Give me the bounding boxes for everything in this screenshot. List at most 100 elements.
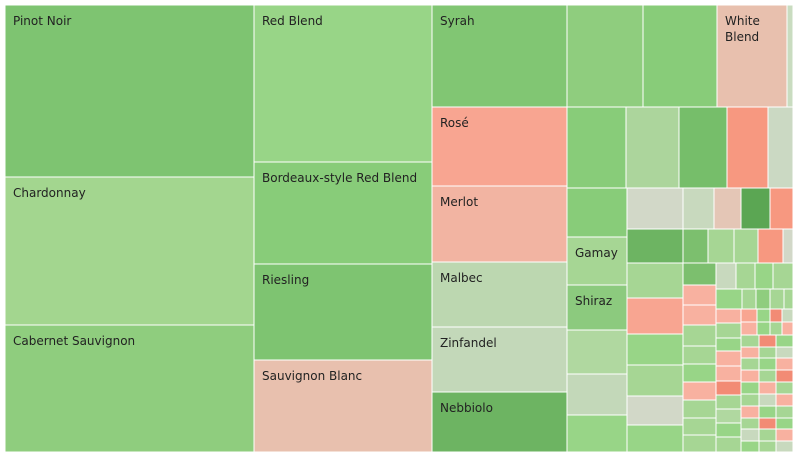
treemap-tile-small-66[interactable] bbox=[740, 334, 760, 348]
treemap-tile-small-32[interactable] bbox=[626, 395, 684, 426]
treemap-tile-rect[interactable] bbox=[431, 185, 568, 263]
treemap-tile-rect[interactable] bbox=[431, 391, 568, 452]
treemap-tile-rect[interactable] bbox=[716, 5, 788, 108]
treemap-tile-small-52[interactable] bbox=[715, 365, 742, 382]
treemap-tile-small-78[interactable] bbox=[740, 381, 760, 395]
treemap-tile-small-83[interactable] bbox=[775, 393, 793, 407]
treemap-tile-small-51[interactable] bbox=[715, 350, 742, 367]
treemap-tile-small-25[interactable] bbox=[772, 262, 793, 290]
treemap-tile-small-8[interactable] bbox=[566, 187, 628, 238]
treemap-tile-small-18[interactable] bbox=[757, 228, 784, 264]
treemap-tile-small-22[interactable] bbox=[715, 262, 737, 290]
treemap-tile-red-blend[interactable]: Red Blend bbox=[253, 5, 433, 163]
treemap-tile-small-17[interactable] bbox=[733, 228, 759, 264]
treemap-tile-gamay[interactable]: Gamay bbox=[566, 236, 628, 286]
treemap-tile-small-74[interactable] bbox=[775, 357, 793, 371]
treemap-tile-zinfandel[interactable]: Zinfandel bbox=[431, 326, 568, 393]
treemap-tile-small-31[interactable] bbox=[626, 364, 684, 397]
treemap-tile-small-27[interactable] bbox=[566, 373, 628, 416]
treemap-tile-small-77[interactable] bbox=[775, 369, 793, 383]
treemap-tile-riesling[interactable]: Riesling bbox=[253, 263, 433, 361]
treemap-tile-small-23[interactable] bbox=[735, 262, 756, 290]
treemap-tile-small-4[interactable] bbox=[625, 106, 680, 189]
treemap-tile-small-53[interactable] bbox=[715, 380, 742, 396]
treemap-tile-small-70[interactable] bbox=[758, 346, 777, 359]
treemap-tile-rect[interactable] bbox=[5, 324, 255, 452]
treemap-tile-small-48[interactable] bbox=[715, 308, 742, 324]
treemap-tile-small-58[interactable] bbox=[740, 308, 758, 323]
treemap-tile-small-73[interactable] bbox=[758, 357, 777, 371]
treemap-tile-small-38[interactable] bbox=[682, 363, 717, 383]
treemap-tile-nebbiolo[interactable]: Nebbiolo bbox=[431, 391, 568, 452]
treemap-tile-small-19[interactable] bbox=[782, 228, 793, 264]
treemap-tile-small-71[interactable] bbox=[775, 346, 793, 359]
treemap-tile-small-45[interactable] bbox=[755, 288, 771, 310]
treemap-tile-small-20[interactable] bbox=[626, 262, 684, 299]
treemap-tile-small-75[interactable] bbox=[740, 369, 760, 383]
treemap-tile-small-64[interactable] bbox=[769, 321, 783, 336]
treemap-tile-syrah[interactable]: Syrah bbox=[431, 5, 568, 108]
treemap-tile-small-28[interactable] bbox=[566, 414, 628, 452]
treemap-tile-small-21[interactable] bbox=[682, 262, 717, 286]
treemap-tile-small-88[interactable] bbox=[758, 417, 777, 430]
treemap-tile-small-5[interactable] bbox=[678, 106, 728, 189]
treemap-tile-small-13[interactable] bbox=[769, 187, 793, 230]
treemap-tile-cabernet-sauvignon[interactable]: Cabernet Sauvignon bbox=[5, 324, 255, 452]
treemap-tile-small-10[interactable] bbox=[682, 187, 715, 230]
treemap-tile-small-30[interactable] bbox=[626, 333, 684, 366]
treemap-tile-shiraz[interactable]: Shiraz bbox=[566, 284, 628, 331]
treemap-tile-ros-[interactable]: Rosé bbox=[431, 106, 568, 187]
treemap-tile-small-6[interactable] bbox=[726, 106, 769, 189]
treemap-tile-small-14[interactable] bbox=[626, 228, 684, 264]
treemap-tile-small-89[interactable] bbox=[775, 417, 793, 430]
treemap-tile-bordeaux-style-red-blend[interactable]: Bordeaux-style Red Blend bbox=[253, 161, 433, 265]
treemap-tile-small-84[interactable] bbox=[740, 405, 760, 419]
treemap-tile-small-85[interactable] bbox=[758, 405, 777, 419]
treemap-tile-small-91[interactable] bbox=[758, 428, 777, 442]
treemap-tile-small-11[interactable] bbox=[713, 187, 742, 230]
treemap-tile-rect[interactable] bbox=[431, 326, 568, 393]
treemap-tile-small-33[interactable] bbox=[626, 424, 684, 452]
treemap-tile-rect[interactable] bbox=[566, 236, 628, 286]
treemap-tile-small-55[interactable] bbox=[715, 408, 742, 424]
treemap-tile-small-86[interactable] bbox=[775, 405, 793, 419]
treemap-tile-small-59[interactable] bbox=[756, 308, 771, 323]
treemap-tile-small-50[interactable] bbox=[715, 337, 742, 352]
treemap-tile-small-39[interactable] bbox=[682, 381, 717, 401]
treemap-tile-malbec[interactable]: Malbec bbox=[431, 261, 568, 328]
treemap-tile-small-40[interactable] bbox=[682, 399, 717, 419]
treemap-tile-small-41[interactable] bbox=[682, 417, 717, 436]
treemap-tile-rect[interactable] bbox=[566, 284, 628, 331]
treemap-tile-small-67[interactable] bbox=[758, 334, 777, 348]
treemap-tile-small-63[interactable] bbox=[756, 321, 771, 336]
treemap-tile-small-34[interactable] bbox=[682, 284, 717, 306]
treemap-tile-small-9[interactable] bbox=[626, 187, 684, 230]
treemap-tile-small-46[interactable] bbox=[769, 288, 785, 310]
treemap-tile-small-90[interactable] bbox=[740, 428, 760, 442]
treemap-tile-small-2[interactable] bbox=[786, 5, 793, 108]
treemap-tile-small-72[interactable] bbox=[740, 357, 760, 371]
treemap-tile-small-44[interactable] bbox=[741, 288, 757, 310]
treemap-tile-sauvignon-blanc[interactable]: Sauvignon Blanc bbox=[253, 359, 433, 452]
treemap-tile-pinot-noir[interactable]: Pinot Noir bbox=[5, 5, 255, 178]
treemap-tile-small-15[interactable] bbox=[682, 228, 709, 264]
treemap-tile-small-37[interactable] bbox=[682, 345, 717, 365]
treemap-tile-rect[interactable] bbox=[431, 106, 568, 187]
treemap-tile-chardonnay[interactable]: Chardonnay bbox=[5, 176, 255, 326]
treemap-tile-small-68[interactable] bbox=[775, 334, 793, 348]
treemap-tile-small-0[interactable] bbox=[566, 5, 644, 108]
treemap-tile-small-54[interactable] bbox=[715, 394, 742, 410]
treemap-tile-merlot[interactable]: Merlot bbox=[431, 185, 568, 263]
treemap-tile-small-3[interactable] bbox=[566, 106, 627, 189]
treemap-tile-small-69[interactable] bbox=[740, 346, 760, 359]
treemap-tile-rect[interactable] bbox=[253, 263, 433, 361]
treemap-tile-small-62[interactable] bbox=[740, 321, 758, 336]
treemap-tile-small-24[interactable] bbox=[754, 262, 774, 290]
treemap-tile-small-60[interactable] bbox=[769, 308, 783, 323]
treemap-tile-small-49[interactable] bbox=[715, 322, 742, 339]
treemap-tile-rect[interactable] bbox=[253, 5, 433, 163]
treemap-tile-small-80[interactable] bbox=[775, 381, 793, 395]
treemap-tile-small-93[interactable] bbox=[740, 440, 760, 452]
treemap-tile-rect[interactable] bbox=[253, 359, 433, 452]
treemap-tile-small-12[interactable] bbox=[740, 187, 771, 230]
